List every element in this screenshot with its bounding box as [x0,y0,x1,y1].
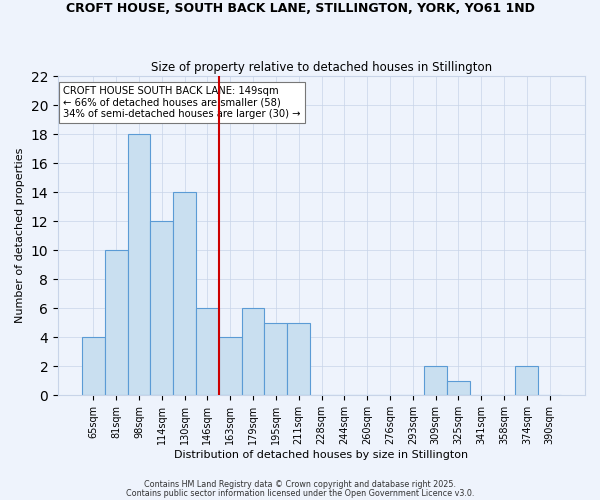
Bar [287,323,310,396]
Text: CROFT HOUSE SOUTH BACK LANE: 149sqm
← 66% of detached houses are smaller (58)
34: CROFT HOUSE SOUTH BACK LANE: 149sqm ← 66… [63,86,301,119]
Bar [265,323,287,396]
Title: Size of property relative to detached houses in Stillington: Size of property relative to detached ho… [151,60,492,74]
Text: CROFT HOUSE, SOUTH BACK LANE, STILLINGTON, YORK, YO61 1ND: CROFT HOUSE, SOUTH BACK LANE, STILLINGTO… [65,2,535,16]
Bar [219,338,242,396]
Bar [151,221,173,396]
Bar [105,250,128,396]
Bar [196,308,219,396]
Bar [128,134,151,396]
Bar [447,381,470,396]
Bar [424,366,447,396]
Y-axis label: Number of detached properties: Number of detached properties [15,148,25,324]
Bar [82,338,105,396]
Bar [515,366,538,396]
Bar [242,308,265,396]
Text: Contains HM Land Registry data © Crown copyright and database right 2025.: Contains HM Land Registry data © Crown c… [144,480,456,489]
Bar [173,192,196,396]
X-axis label: Distribution of detached houses by size in Stillington: Distribution of detached houses by size … [175,450,469,460]
Text: Contains public sector information licensed under the Open Government Licence v3: Contains public sector information licen… [126,488,474,498]
